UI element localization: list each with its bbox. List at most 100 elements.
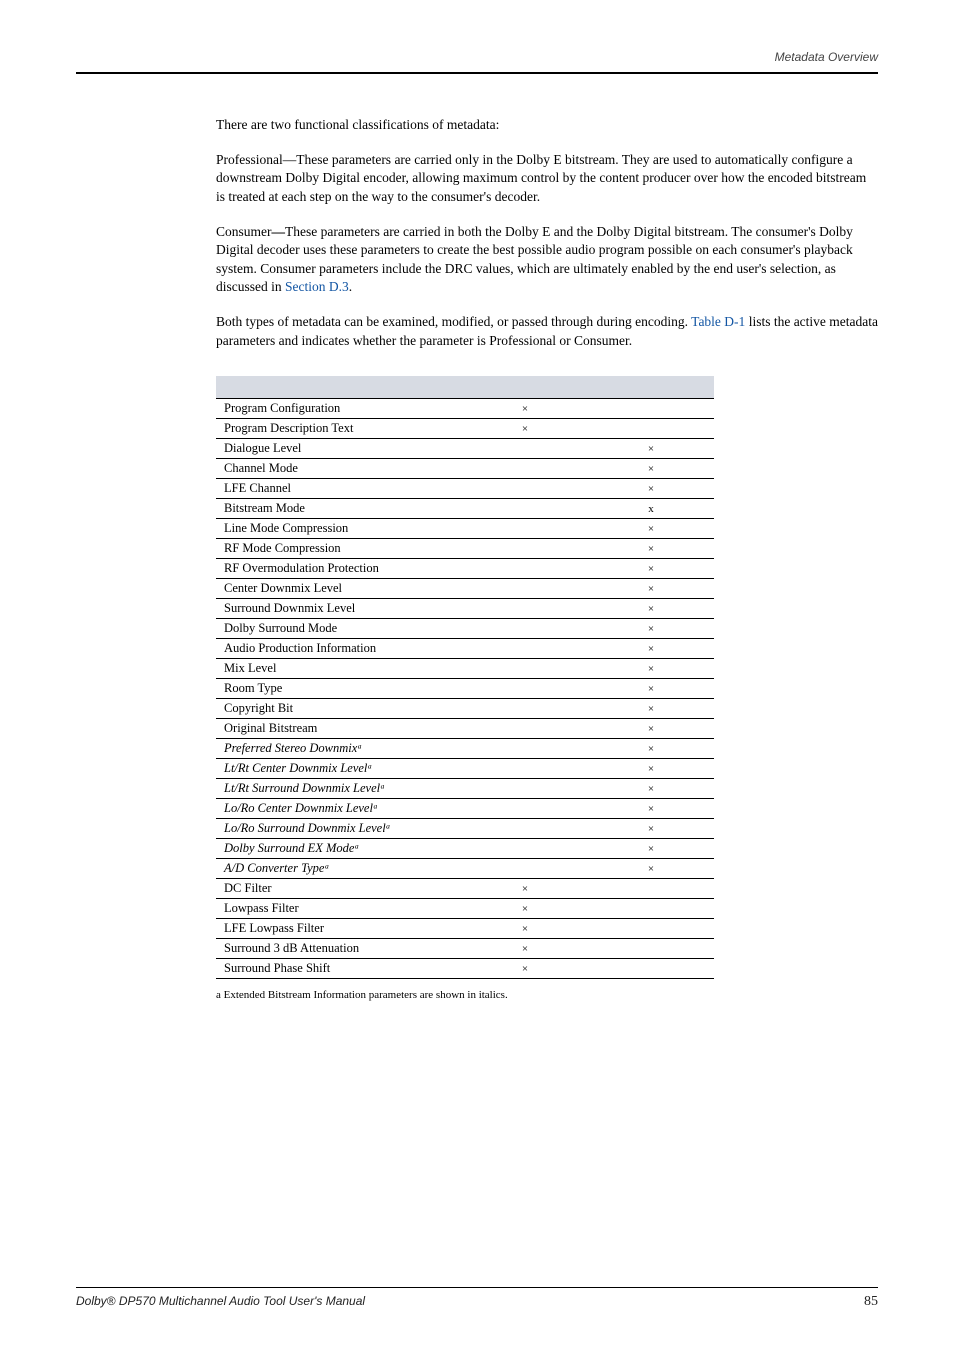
con-cell: ×	[588, 799, 714, 819]
pro-cell	[462, 639, 588, 659]
con-cell: ×	[588, 439, 714, 459]
param-cell: Channel Mode	[216, 459, 462, 479]
con-cell: ×	[588, 739, 714, 759]
con-cell: ×	[588, 479, 714, 499]
table-row: Surround Downmix Level×	[216, 599, 714, 619]
table-row: RF Overmodulation Protection×	[216, 559, 714, 579]
param-cell: Lowpass Filter	[216, 899, 462, 919]
pro-cell	[462, 659, 588, 679]
con-cell	[588, 399, 714, 419]
param-cell: Preferred Stereo Downmixᵃ	[216, 739, 462, 759]
table-row: Lo/Ro Surround Downmix Levelᵃ×	[216, 819, 714, 839]
param-cell: Original Bitstream	[216, 719, 462, 739]
pro-cell	[462, 479, 588, 499]
pro-cell	[462, 539, 588, 559]
pro-cell: ×	[462, 399, 588, 419]
param-cell: Audio Production Information	[216, 639, 462, 659]
page-footer: Dolby® DP570 Multichannel Audio Tool Use…	[76, 1287, 878, 1310]
pro-cell	[462, 559, 588, 579]
pro-cell	[462, 799, 588, 819]
paragraph-table-intro: Both types of metadata can be examined, …	[216, 313, 878, 350]
con-cell: ×	[588, 519, 714, 539]
param-cell: Dolby Surround Mode	[216, 619, 462, 639]
paragraph-intro: There are two functional classifications…	[216, 116, 878, 135]
pro-cell	[462, 619, 588, 639]
consumer-end: .	[349, 279, 352, 294]
table-row: RF Mode Compression ×	[216, 539, 714, 559]
pro-cell	[462, 699, 588, 719]
con-cell	[588, 919, 714, 939]
con-cell	[588, 899, 714, 919]
table-row: LFE Channel ×	[216, 479, 714, 499]
param-cell: Dialogue Level	[216, 439, 462, 459]
con-cell: ×	[588, 539, 714, 559]
table-row: Audio Production Information ×	[216, 639, 714, 659]
table-row: Dolby Surround Mode ×	[216, 619, 714, 639]
con-cell: ×	[588, 819, 714, 839]
paragraph-professional: Professional—These parameters are carrie…	[216, 151, 878, 207]
pro-cell	[462, 679, 588, 699]
con-cell: ×	[588, 659, 714, 679]
param-cell: A/D Converter Typeᵃ	[216, 859, 462, 879]
table-row: Lo/Ro Center Downmix Levelᵃ×	[216, 799, 714, 819]
param-cell: Room Type	[216, 679, 462, 699]
con-cell: ×	[588, 679, 714, 699]
param-cell: Surround 3 dB Attenuation	[216, 939, 462, 959]
page-number: 85	[864, 1294, 878, 1310]
con-cell: ×	[588, 619, 714, 639]
param-cell: RF Mode Compression	[216, 539, 462, 559]
pro-cell: ×	[462, 939, 588, 959]
pro-cell	[462, 839, 588, 859]
paragraph-consumer: Consumer—These parameters are carried in…	[216, 223, 878, 298]
con-cell	[588, 939, 714, 959]
param-cell: Bitstream Mode	[216, 499, 462, 519]
pro-cell: ×	[462, 419, 588, 439]
con-cell: ×	[588, 859, 714, 879]
table-row: Preferred Stereo Downmixᵃ ×	[216, 739, 714, 759]
consumer-label: Consumer	[216, 224, 272, 239]
pro-cell	[462, 519, 588, 539]
footer-rule	[76, 1287, 878, 1288]
param-cell: LFE Channel	[216, 479, 462, 499]
table-row: A/D Converter Typeᵃ ×	[216, 859, 714, 879]
param-cell: LFE Lowpass Filter	[216, 919, 462, 939]
section-link[interactable]: Section D.3	[285, 279, 349, 294]
table-row: Room Type ×	[216, 679, 714, 699]
table-intro-a: Both types of metadata can be examined, …	[216, 314, 691, 329]
con-cell	[588, 879, 714, 899]
pro-cell	[462, 739, 588, 759]
pro-cell: ×	[462, 879, 588, 899]
param-cell: Lt/Rt Surround Downmix Levelᵃ	[216, 779, 462, 799]
table-row: Line Mode Compression ×	[216, 519, 714, 539]
running-header: Metadata Overview	[775, 50, 878, 64]
pro-cell	[462, 459, 588, 479]
col-param	[216, 376, 462, 399]
consumer-dash: —	[272, 224, 286, 239]
table-row: Mix Level×	[216, 659, 714, 679]
table-row: Dolby Surround EX Modeᵃ ×	[216, 839, 714, 859]
pro-cell: ×	[462, 919, 588, 939]
con-cell: x	[588, 499, 714, 519]
con-cell: ×	[588, 759, 714, 779]
table-row: Lt/Rt Surround Downmix Levelᵃ×	[216, 779, 714, 799]
pro-cell	[462, 439, 588, 459]
table-row: Copyright Bit ×	[216, 699, 714, 719]
col-pro	[462, 376, 588, 399]
con-cell: ×	[588, 639, 714, 659]
table-row: Surround Phase Shift×	[216, 959, 714, 979]
table-footnote: a Extended Bitstream Information paramet…	[216, 989, 878, 1001]
con-cell: ×	[588, 699, 714, 719]
table-row: Program Description Text×	[216, 419, 714, 439]
param-cell: Line Mode Compression	[216, 519, 462, 539]
pro-cell	[462, 779, 588, 799]
con-cell	[588, 959, 714, 979]
con-cell: ×	[588, 579, 714, 599]
param-cell: Copyright Bit	[216, 699, 462, 719]
param-cell: Dolby Surround EX Modeᵃ	[216, 839, 462, 859]
con-cell: ×	[588, 839, 714, 859]
param-cell: Program Configuration	[216, 399, 462, 419]
pro-cell: ×	[462, 899, 588, 919]
table-row: Program Configuration×	[216, 399, 714, 419]
table-link[interactable]: Table D-1	[691, 314, 745, 329]
col-con	[588, 376, 714, 399]
